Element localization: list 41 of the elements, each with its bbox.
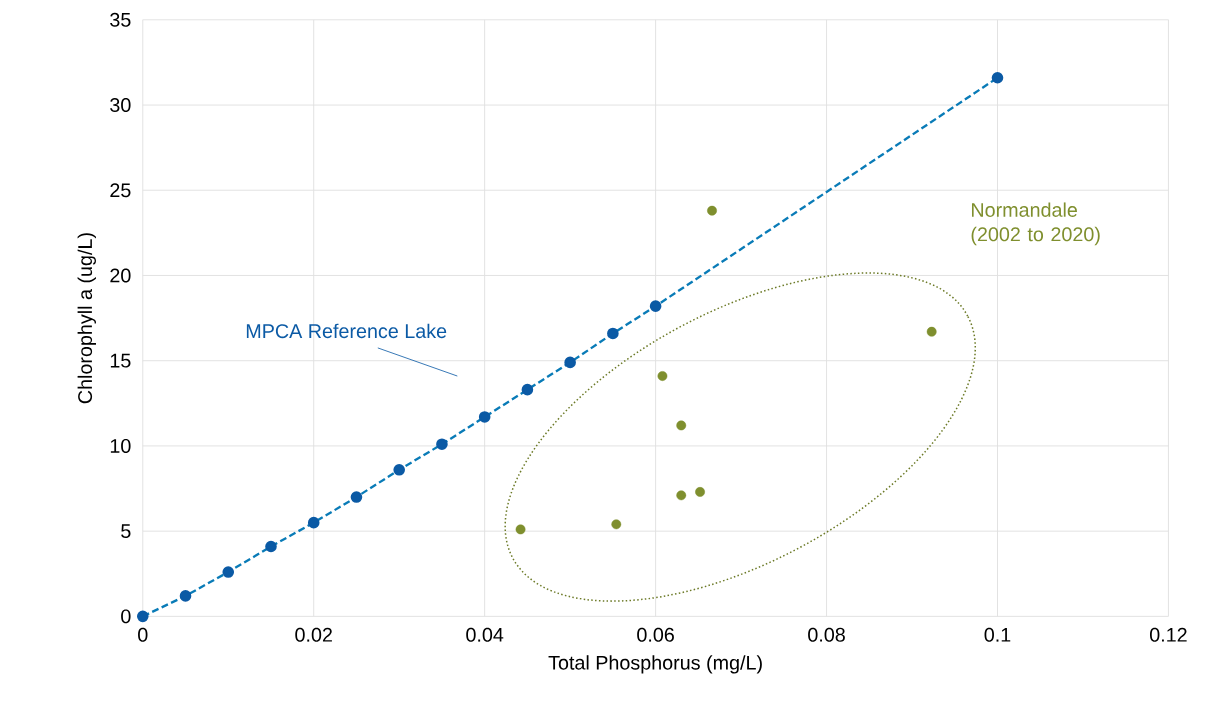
x-tick-label: 0.12 [1149, 627, 1187, 642]
point [649, 300, 662, 312]
x-tick-label: 0.08 [808, 627, 845, 642]
x-tick-label: 0.04 [466, 627, 504, 642]
point [521, 383, 534, 396]
point [350, 491, 363, 503]
x-axis-title: Total Phosphorus (mg/L) [548, 654, 762, 674]
point [136, 610, 149, 622]
point [307, 516, 320, 529]
y-tick-label: 35 [110, 12, 131, 27]
point [393, 463, 405, 476]
x-tick-label: 0 [138, 627, 148, 642]
point [611, 519, 622, 529]
point [564, 356, 576, 368]
point [707, 205, 717, 216]
point [222, 566, 235, 578]
point [436, 438, 448, 450]
y-tick-label: 25 [110, 183, 131, 198]
point [478, 410, 491, 423]
point [265, 540, 277, 553]
y-tick-label: 20 [110, 268, 131, 283]
y-tick-label: 0 [121, 609, 131, 624]
x-tick-label: 0.02 [295, 627, 332, 642]
y-tick-label: 15 [110, 353, 131, 368]
point [607, 327, 619, 339]
y-tick-label: 30 [110, 97, 131, 112]
point [657, 370, 668, 381]
point [695, 486, 705, 497]
text: MPCA Reference Lake [246, 323, 447, 338]
y-axis-title: Chlorophyll a (ug/L) [77, 233, 96, 403]
x-tick-label: 0.06 [637, 627, 674, 642]
point [991, 71, 1004, 84]
point [926, 326, 937, 337]
point [515, 524, 526, 535]
x-tick-label: 0.1 [984, 627, 1011, 642]
text: Normandale (2002 to 2020) [971, 202, 1100, 245]
point [676, 420, 687, 431]
point [676, 490, 687, 500]
y-tick-label: 10 [110, 438, 131, 453]
point [179, 589, 192, 602]
y-tick-label: 5 [121, 524, 131, 538]
